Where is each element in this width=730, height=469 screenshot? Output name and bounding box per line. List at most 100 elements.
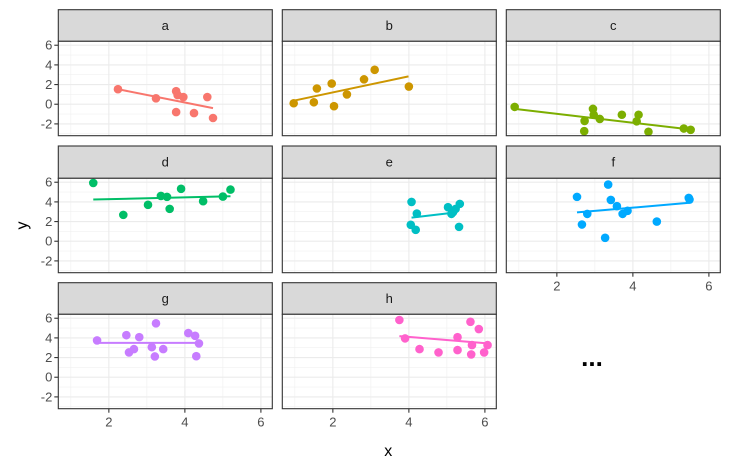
y-axis-row-3: -2 0 2 4 6 xyxy=(41,311,59,404)
data-point-f xyxy=(582,209,592,219)
data-point-b xyxy=(309,97,319,107)
y-tick-label: -2 xyxy=(41,253,53,268)
data-point-g xyxy=(129,344,139,354)
panel-background xyxy=(58,41,273,136)
axes: -2 0 2 4 6 -2 0 2 4 6 -2 0 2 4 6 2 4 6 2 4 6 2 4 6 xyxy=(41,38,713,430)
data-point-b xyxy=(327,79,337,88)
trend-line-f xyxy=(576,201,690,214)
data-point-b xyxy=(370,65,379,75)
panel-border xyxy=(57,177,273,274)
strip-d xyxy=(57,145,273,179)
data-point-h xyxy=(400,334,410,343)
data-point-a xyxy=(171,107,181,117)
panel-border xyxy=(505,40,721,137)
x-axis-col-3: 2 4 6 xyxy=(553,272,713,294)
trend-line-b xyxy=(293,75,409,102)
data-point-e xyxy=(448,207,458,217)
facet-panels: a b c d e f g h xyxy=(57,9,721,410)
data-point-h xyxy=(479,348,489,357)
panel-background xyxy=(506,41,721,136)
strip-label: a xyxy=(162,18,170,33)
panel-background xyxy=(282,178,497,273)
data-point-f xyxy=(606,195,616,205)
data-point-e xyxy=(407,197,416,207)
strip-label: h xyxy=(386,291,393,306)
data-point-g xyxy=(191,351,201,361)
data-point-b xyxy=(289,98,299,108)
data-point-f xyxy=(603,180,613,189)
data-point-g xyxy=(147,342,157,352)
data-point-e xyxy=(455,199,465,209)
data-point-h xyxy=(415,344,424,354)
x-tick-label: 4 xyxy=(181,415,188,430)
strip-label: c xyxy=(610,18,617,33)
y-tick-label: 4 xyxy=(45,194,52,209)
y-tick-label: 0 xyxy=(45,370,52,385)
panel-d: d xyxy=(57,145,273,274)
data-point-d xyxy=(165,204,174,214)
data-point-f xyxy=(577,220,587,229)
data-point-a xyxy=(179,92,188,102)
data-point-f xyxy=(612,201,622,211)
data-point-f xyxy=(652,217,662,226)
data-point-d xyxy=(118,210,128,220)
panel-g: g xyxy=(57,282,273,410)
strip-c xyxy=(505,9,721,42)
y-tick-label: 4 xyxy=(45,330,52,345)
y-tick-label: 6 xyxy=(45,311,52,326)
strip-label: g xyxy=(162,291,169,306)
data-point-g xyxy=(183,328,193,338)
data-point-h xyxy=(466,317,475,327)
data-point-e xyxy=(454,222,464,232)
data-point-c xyxy=(632,117,641,126)
data-point-a xyxy=(208,113,218,123)
data-point-g xyxy=(150,352,160,361)
strip-label: d xyxy=(162,155,169,170)
y-axis-row-1: -2 0 2 4 6 xyxy=(41,38,59,131)
trend-line-a xyxy=(117,88,214,110)
data-point-a xyxy=(113,84,123,94)
panel-border xyxy=(57,313,273,410)
panel-h: h xyxy=(281,282,497,410)
data-point-g xyxy=(190,331,200,341)
data-point-c xyxy=(589,110,599,120)
x-tick-label: 6 xyxy=(481,415,488,430)
panel-border xyxy=(281,177,497,274)
data-point-c xyxy=(510,102,519,112)
more-panels-ellipsis: ... xyxy=(581,342,603,372)
data-point-d xyxy=(218,192,228,201)
data-point-b xyxy=(329,101,339,111)
strip-g xyxy=(57,282,273,315)
data-point-g xyxy=(158,344,168,354)
data-point-a xyxy=(189,108,199,118)
x-tick-label: 2 xyxy=(329,415,336,430)
x-axis-title: x xyxy=(384,443,392,460)
data-point-g xyxy=(151,319,161,328)
data-point-b xyxy=(312,84,322,93)
strip-a xyxy=(57,9,273,42)
data-point-c xyxy=(679,124,689,133)
y-tick-label: 2 xyxy=(45,214,52,229)
data-point-d xyxy=(198,196,208,206)
data-point-g xyxy=(134,332,144,342)
y-tick-label: 4 xyxy=(45,57,52,72)
y-tick-label: -2 xyxy=(41,116,53,131)
panel-background xyxy=(506,178,721,273)
data-point-a xyxy=(203,92,212,102)
panel-background xyxy=(282,314,497,409)
data-point-b xyxy=(359,75,369,84)
strip-label: f xyxy=(611,155,615,170)
data-point-d xyxy=(162,192,172,202)
y-tick-label: 2 xyxy=(45,77,52,92)
data-point-c xyxy=(580,116,589,126)
panel-c: c xyxy=(505,9,721,137)
data-point-e xyxy=(411,225,421,235)
panel-b: b xyxy=(281,9,497,137)
data-point-h xyxy=(434,348,443,357)
data-point-c xyxy=(595,114,605,124)
y-axis-row-2: -2 0 2 4 6 xyxy=(41,175,59,268)
panel-a: a xyxy=(57,9,273,137)
panel-background xyxy=(58,314,273,409)
x-axis-col-1: 2 4 6 xyxy=(105,408,265,430)
